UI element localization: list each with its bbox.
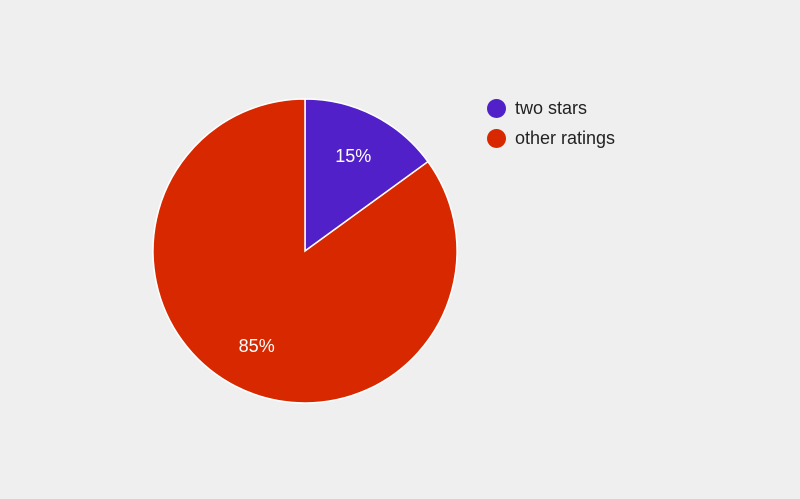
legend-label-other-ratings: other ratings	[515, 127, 616, 148]
pie-label-two-stars: 15%	[335, 146, 371, 166]
pie-slice-other-ratings[interactable]	[152, 98, 458, 404]
legend-swatch-two-stars	[487, 98, 506, 118]
legend-item-other-ratings[interactable]: other ratings	[487, 123, 615, 153]
pie-slice-two-stars[interactable]	[304, 98, 430, 253]
legend-item-two-stars[interactable]: two stars	[487, 93, 615, 123]
legend-swatch-other-ratings	[487, 128, 506, 148]
pie-label-other-ratings: 85%	[239, 336, 275, 356]
legend-label-two-stars: two stars	[515, 97, 588, 118]
legend: two stars other ratings	[487, 93, 615, 153]
